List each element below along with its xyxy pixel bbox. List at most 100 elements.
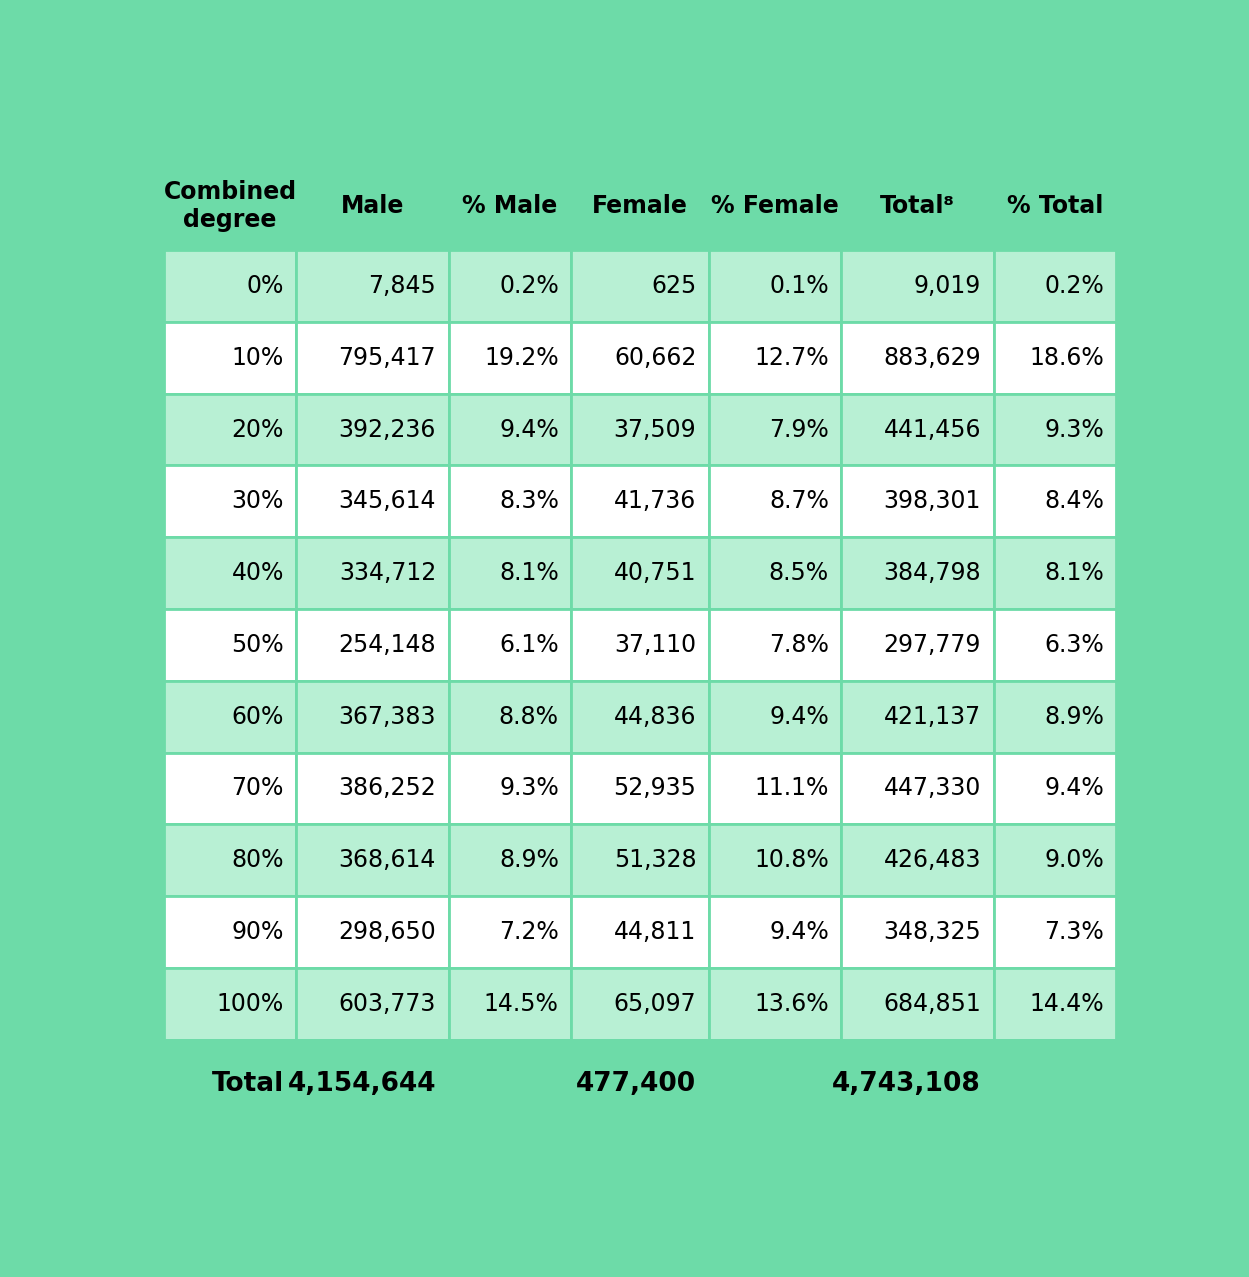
Bar: [709, 465, 842, 538]
Bar: [448, 825, 571, 896]
Bar: [164, 752, 296, 825]
Bar: [709, 609, 842, 681]
Bar: [164, 825, 296, 896]
Bar: [164, 393, 296, 465]
Bar: [571, 681, 709, 752]
Bar: [709, 393, 842, 465]
Bar: [296, 393, 448, 465]
Bar: [164, 681, 296, 752]
Text: 8.5%: 8.5%: [768, 561, 829, 585]
Bar: [571, 1039, 709, 1129]
Bar: [842, 752, 994, 825]
Text: 8.9%: 8.9%: [1044, 705, 1104, 729]
Bar: [842, 1039, 994, 1129]
Bar: [448, 896, 571, 968]
Text: 18.6%: 18.6%: [1029, 346, 1104, 370]
Text: 52,935: 52,935: [613, 776, 696, 801]
Text: 348,325: 348,325: [883, 919, 980, 944]
Text: 883,629: 883,629: [883, 346, 980, 370]
Bar: [448, 393, 571, 465]
Text: 367,383: 367,383: [338, 705, 436, 729]
Text: 70%: 70%: [231, 776, 284, 801]
Text: 9.0%: 9.0%: [1044, 848, 1104, 872]
Bar: [842, 161, 994, 250]
Text: 7.2%: 7.2%: [500, 919, 558, 944]
Text: % Total: % Total: [1007, 194, 1103, 217]
Text: 9.3%: 9.3%: [500, 776, 558, 801]
Bar: [296, 465, 448, 538]
Text: 12.7%: 12.7%: [754, 346, 829, 370]
Text: 298,650: 298,650: [338, 919, 436, 944]
Bar: [842, 538, 994, 609]
Bar: [994, 322, 1117, 393]
Bar: [994, 825, 1117, 896]
Bar: [709, 250, 842, 322]
Text: 9.4%: 9.4%: [769, 919, 829, 944]
Text: 8.7%: 8.7%: [769, 489, 829, 513]
Bar: [842, 322, 994, 393]
Bar: [842, 465, 994, 538]
Text: Female: Female: [592, 194, 688, 217]
Text: 368,614: 368,614: [338, 848, 436, 872]
Text: 8.8%: 8.8%: [498, 705, 558, 729]
Bar: [448, 681, 571, 752]
Bar: [709, 1039, 842, 1129]
Text: 441,456: 441,456: [883, 418, 980, 442]
Bar: [842, 968, 994, 1039]
Text: Combined
degree: Combined degree: [164, 180, 297, 231]
Text: 20%: 20%: [231, 418, 284, 442]
Bar: [571, 465, 709, 538]
Bar: [994, 896, 1117, 968]
Bar: [296, 322, 448, 393]
Text: 426,483: 426,483: [883, 848, 980, 872]
Text: 297,779: 297,779: [883, 633, 980, 656]
Bar: [164, 896, 296, 968]
Bar: [448, 609, 571, 681]
Text: 6.1%: 6.1%: [500, 633, 558, 656]
Text: 80%: 80%: [231, 848, 284, 872]
Bar: [448, 752, 571, 825]
Text: 0.2%: 0.2%: [1044, 275, 1104, 298]
Bar: [296, 161, 448, 250]
Text: 625: 625: [651, 275, 696, 298]
Text: 0.1%: 0.1%: [769, 275, 829, 298]
Text: 11.1%: 11.1%: [754, 776, 829, 801]
Bar: [296, 609, 448, 681]
Text: 7.8%: 7.8%: [769, 633, 829, 656]
Bar: [296, 1039, 448, 1129]
Bar: [842, 609, 994, 681]
Text: 795,417: 795,417: [338, 346, 436, 370]
Text: 9,019: 9,019: [914, 275, 980, 298]
Bar: [448, 250, 571, 322]
Bar: [994, 250, 1117, 322]
Text: 37,110: 37,110: [615, 633, 696, 656]
Text: 14.5%: 14.5%: [483, 992, 558, 1015]
Bar: [571, 752, 709, 825]
Text: 392,236: 392,236: [338, 418, 436, 442]
Bar: [448, 322, 571, 393]
Text: 0%: 0%: [246, 275, 284, 298]
Bar: [709, 161, 842, 250]
Bar: [448, 538, 571, 609]
Text: 40,751: 40,751: [613, 561, 696, 585]
Bar: [296, 538, 448, 609]
Bar: [571, 609, 709, 681]
Bar: [994, 1039, 1117, 1129]
Bar: [296, 250, 448, 322]
Text: Total⁸: Total⁸: [881, 194, 955, 217]
Bar: [296, 681, 448, 752]
Bar: [571, 896, 709, 968]
Text: 19.2%: 19.2%: [485, 346, 558, 370]
Text: 447,330: 447,330: [883, 776, 980, 801]
Text: 13.6%: 13.6%: [754, 992, 829, 1015]
Bar: [709, 538, 842, 609]
Text: 8.4%: 8.4%: [1044, 489, 1104, 513]
Text: 10.8%: 10.8%: [754, 848, 829, 872]
Bar: [994, 465, 1117, 538]
Bar: [164, 250, 296, 322]
Bar: [571, 322, 709, 393]
Text: % Female: % Female: [711, 194, 839, 217]
Text: 7.3%: 7.3%: [1044, 919, 1104, 944]
Bar: [709, 825, 842, 896]
Text: 6.3%: 6.3%: [1044, 633, 1104, 656]
